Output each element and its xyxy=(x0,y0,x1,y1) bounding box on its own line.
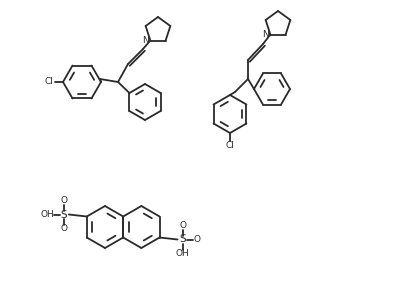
Text: O: O xyxy=(193,235,200,244)
Text: OH: OH xyxy=(176,249,189,258)
Text: Cl: Cl xyxy=(226,142,235,150)
Text: O: O xyxy=(60,224,67,233)
Text: O: O xyxy=(60,196,67,205)
Text: N: N xyxy=(262,30,269,39)
Text: N: N xyxy=(142,36,149,45)
Text: OH: OH xyxy=(41,210,55,219)
Text: Cl: Cl xyxy=(44,77,53,86)
Text: S: S xyxy=(179,234,186,244)
Text: S: S xyxy=(61,209,67,220)
Text: O: O xyxy=(179,221,186,230)
